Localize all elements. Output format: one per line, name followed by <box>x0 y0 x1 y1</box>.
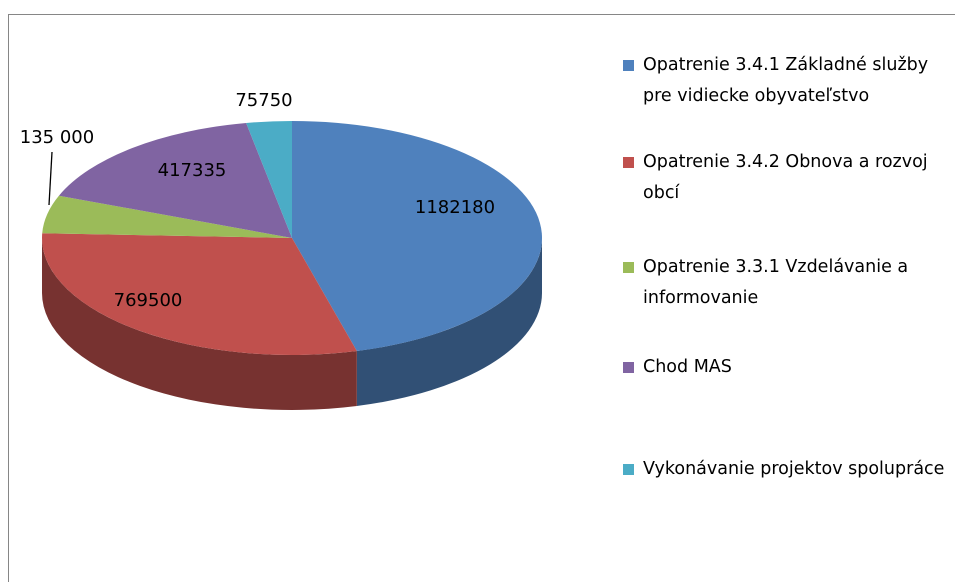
data-label: 135 000 <box>20 127 94 148</box>
legend-label: Chod MAS <box>643 357 732 377</box>
slice <box>292 121 543 351</box>
slice <box>58 122 293 238</box>
legend-swatch <box>623 60 634 71</box>
legend-item: Vykonávanie projektov spolupráce <box>623 454 953 485</box>
legend-label: Opatrenie 3.3.1 Vzdelávanie a informovan… <box>643 257 909 308</box>
data-label: 769500 <box>114 290 183 311</box>
legend-item: Opatrenie 3.3.1 Vzdelávanie a informovan… <box>623 252 953 314</box>
legend-item: Chod MAS <box>623 352 953 383</box>
legend-label: Opatrenie 3.4.1 Základné služby pre vidi… <box>643 55 929 106</box>
legend-label: Vykonávanie projektov spolupráce <box>643 459 945 479</box>
data-label: 75750 <box>235 90 292 111</box>
slice <box>41 233 357 356</box>
legend-swatch <box>623 464 634 475</box>
slice <box>246 121 292 238</box>
chart-frame <box>8 14 955 582</box>
slice-side <box>356 238 542 406</box>
legend-swatch <box>623 362 634 373</box>
legend-item: Opatrenie 3.4.1 Základné služby pre vidi… <box>623 50 953 112</box>
data-label: 417335 <box>158 160 227 181</box>
legend-swatch <box>623 262 634 273</box>
legend-swatch <box>623 157 634 168</box>
legend-item: Opatrenie 3.4.2 Obnova a rozvoj obcí <box>623 147 953 209</box>
data-label: 1182180 <box>415 197 495 218</box>
legend-label: Opatrenie 3.4.2 Obnova a rozvoj obcí <box>643 152 928 203</box>
slice <box>42 195 292 238</box>
slice-side <box>42 238 357 411</box>
leader-line <box>48 151 53 206</box>
